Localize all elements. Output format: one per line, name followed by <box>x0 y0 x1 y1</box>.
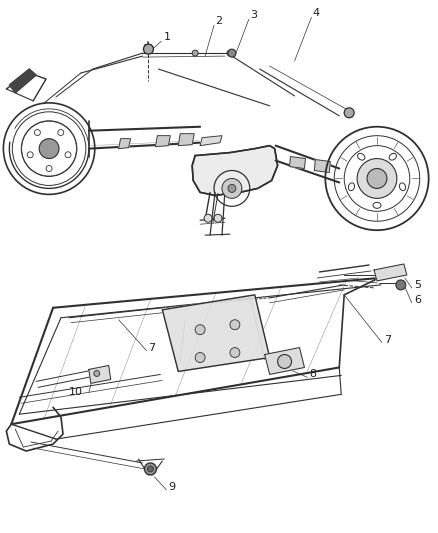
Polygon shape <box>89 366 111 383</box>
Circle shape <box>397 268 405 276</box>
Circle shape <box>144 44 153 54</box>
Circle shape <box>195 325 205 335</box>
Polygon shape <box>192 146 278 196</box>
Text: 5: 5 <box>414 280 421 290</box>
Polygon shape <box>119 139 131 149</box>
Circle shape <box>58 130 64 135</box>
Polygon shape <box>374 264 407 281</box>
Text: 7: 7 <box>148 343 155 352</box>
Circle shape <box>39 139 59 158</box>
Circle shape <box>278 354 292 368</box>
Polygon shape <box>265 348 304 375</box>
Polygon shape <box>178 134 194 146</box>
Circle shape <box>227 50 233 56</box>
Circle shape <box>145 463 156 475</box>
Circle shape <box>367 168 387 188</box>
Circle shape <box>65 152 71 158</box>
Circle shape <box>46 166 52 172</box>
Circle shape <box>222 179 242 198</box>
Circle shape <box>195 352 205 362</box>
Circle shape <box>228 49 236 57</box>
Circle shape <box>396 280 406 290</box>
Circle shape <box>148 466 153 472</box>
Polygon shape <box>314 159 330 173</box>
Circle shape <box>344 108 354 118</box>
Circle shape <box>230 320 240 330</box>
Circle shape <box>204 214 212 222</box>
Circle shape <box>230 348 240 358</box>
Polygon shape <box>9 69 36 93</box>
Polygon shape <box>155 136 170 147</box>
Text: 10: 10 <box>69 387 83 397</box>
Polygon shape <box>162 295 270 372</box>
Circle shape <box>192 50 198 56</box>
Text: 4: 4 <box>312 9 320 18</box>
Text: 1: 1 <box>163 32 170 42</box>
Circle shape <box>214 214 222 222</box>
Text: 7: 7 <box>384 335 391 345</box>
Circle shape <box>357 158 397 198</box>
Polygon shape <box>200 136 222 146</box>
Text: 8: 8 <box>309 369 317 379</box>
Polygon shape <box>290 157 305 168</box>
Circle shape <box>27 152 33 158</box>
Text: 6: 6 <box>414 295 421 305</box>
Circle shape <box>35 130 40 135</box>
Text: 9: 9 <box>168 482 176 492</box>
Circle shape <box>94 370 100 376</box>
Text: 2: 2 <box>215 17 222 26</box>
Circle shape <box>228 184 236 192</box>
Text: 3: 3 <box>250 10 257 20</box>
